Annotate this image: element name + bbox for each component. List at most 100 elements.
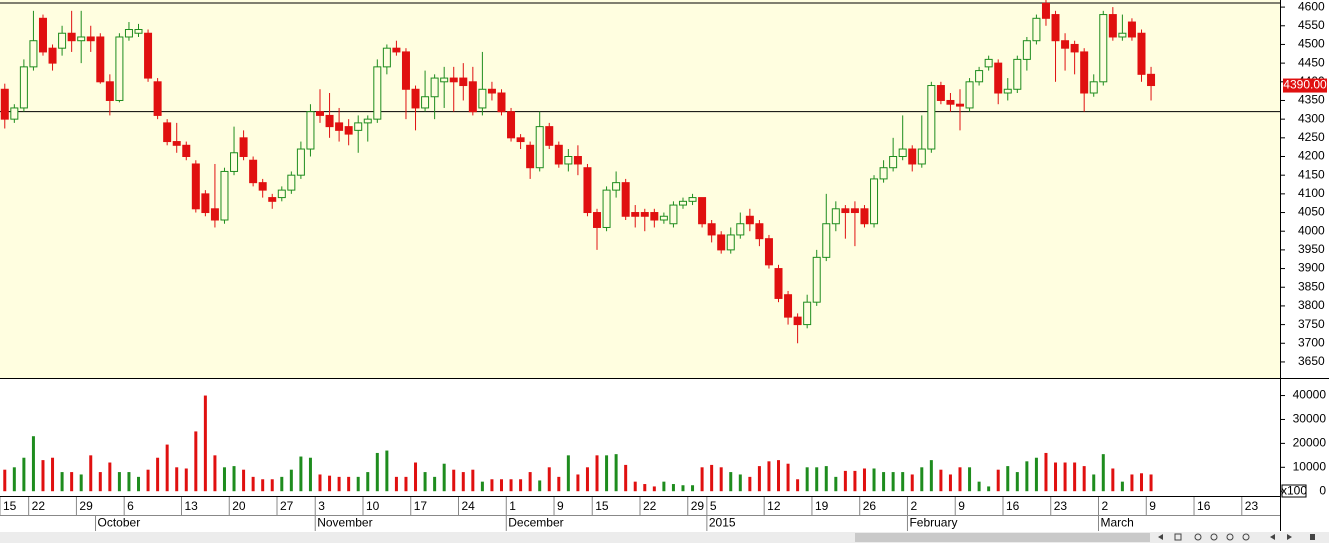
candle-body	[1127, 21, 1136, 38]
volume-panel	[0, 380, 1280, 496]
zoom-reset[interactable]	[1226, 533, 1234, 541]
candle-body	[994, 62, 1003, 94]
volume-bar	[519, 479, 523, 492]
volume-bar	[1034, 457, 1038, 492]
candle-body	[153, 81, 162, 116]
scroll-back[interactable]	[1270, 534, 1275, 540]
volume-bar	[968, 467, 972, 492]
volume-bar	[585, 467, 589, 492]
volume-bar	[652, 486, 656, 492]
candle-body	[10, 107, 19, 120]
volume-bar	[805, 467, 809, 492]
candle-body	[745, 215, 754, 225]
candle-body	[564, 156, 573, 165]
volume-bar	[242, 469, 246, 492]
candle-body	[793, 316, 802, 326]
candle-body	[831, 208, 840, 225]
zoom-out[interactable]	[1210, 533, 1218, 541]
volume-bar	[920, 467, 924, 492]
candle-body	[440, 77, 449, 83]
month-label: October	[98, 516, 141, 530]
scroll-end[interactable]	[1310, 534, 1315, 540]
x-tick-label: 2	[1102, 499, 1109, 513]
candle-body	[449, 77, 458, 83]
volume-bar	[882, 472, 886, 492]
candle-body	[354, 122, 363, 131]
candle-body	[812, 256, 821, 303]
scrollbar[interactable]	[0, 532, 1329, 543]
zoom-in[interactable]	[1194, 533, 1202, 541]
candle-body	[717, 234, 726, 251]
volume-bar	[328, 475, 332, 492]
volume-bar	[356, 476, 360, 492]
candle-body	[1070, 43, 1079, 53]
month-label: February	[909, 516, 957, 530]
volume-bar	[509, 479, 513, 492]
candle-body	[172, 141, 181, 146]
month-label: November	[317, 516, 372, 530]
volume-bar	[729, 472, 733, 492]
y-tick-label: 4150	[1298, 167, 1325, 181]
y-tick-label: 4300	[1298, 111, 1325, 125]
zoom-button[interactable]	[1174, 533, 1182, 541]
volume-bar	[757, 466, 761, 492]
volume-bar	[719, 467, 723, 492]
volume-bar	[22, 457, 26, 492]
candle-body	[459, 77, 468, 87]
y-tick-label: 4000	[1298, 223, 1325, 237]
x-tick-label: 15	[3, 499, 17, 513]
candle-body	[163, 122, 172, 143]
x-tick-label: 15	[595, 499, 609, 513]
volume-bar	[815, 467, 819, 492]
candle-body	[602, 189, 611, 228]
volume-bar	[671, 484, 675, 492]
x-tick-label: 20	[232, 499, 246, 513]
candle-body	[554, 144, 563, 165]
scroll-buttons	[1158, 533, 1315, 541]
volume-bar	[41, 460, 45, 492]
volume-bar	[1006, 466, 1010, 492]
candle-body	[774, 268, 783, 299]
candle-body	[526, 144, 535, 169]
scroll-forward[interactable]	[1287, 534, 1292, 540]
last-price-label: 4390.00	[1283, 78, 1327, 92]
candle-body	[316, 111, 324, 116]
candle-body	[803, 301, 812, 326]
unit-box	[1281, 484, 1307, 498]
candle-body	[1080, 51, 1089, 94]
candle-body	[860, 208, 869, 225]
candle-body	[593, 212, 602, 228]
candle-body	[258, 182, 267, 191]
volume-bar	[261, 479, 265, 492]
volume-tick-label: 0	[1319, 483, 1326, 497]
candle-body	[77, 36, 86, 42]
x-tick-label: 9	[557, 499, 564, 513]
volume-bar	[681, 485, 685, 492]
volume-bar	[939, 469, 943, 492]
candle-body	[965, 81, 974, 109]
candle-body	[86, 36, 95, 42]
candle-body	[430, 77, 439, 98]
x-tick-label: 29	[79, 499, 93, 513]
candle-body	[908, 148, 917, 165]
volume-bar	[146, 469, 150, 492]
x-tick-label: 6	[127, 499, 134, 513]
candle-body	[621, 182, 630, 217]
volume-bar	[901, 472, 905, 492]
candle-body	[96, 36, 105, 83]
scrollbar-thumb[interactable]	[855, 533, 1150, 542]
candle-body	[38, 17, 47, 53]
volume-bar	[490, 479, 494, 492]
volume-bar	[605, 455, 609, 492]
volume-bar	[996, 469, 1000, 492]
zoom-fit[interactable]	[1242, 533, 1250, 541]
y-tick-label: 3900	[1298, 261, 1325, 275]
volume-bar	[1044, 452, 1048, 492]
scroll-left[interactable]	[1158, 534, 1163, 540]
volume-bar	[891, 472, 895, 492]
candle-body	[249, 159, 258, 184]
volume-bar	[79, 474, 83, 492]
candle-body	[277, 189, 286, 199]
candle-body	[889, 156, 898, 169]
volume-bar	[1015, 472, 1019, 492]
